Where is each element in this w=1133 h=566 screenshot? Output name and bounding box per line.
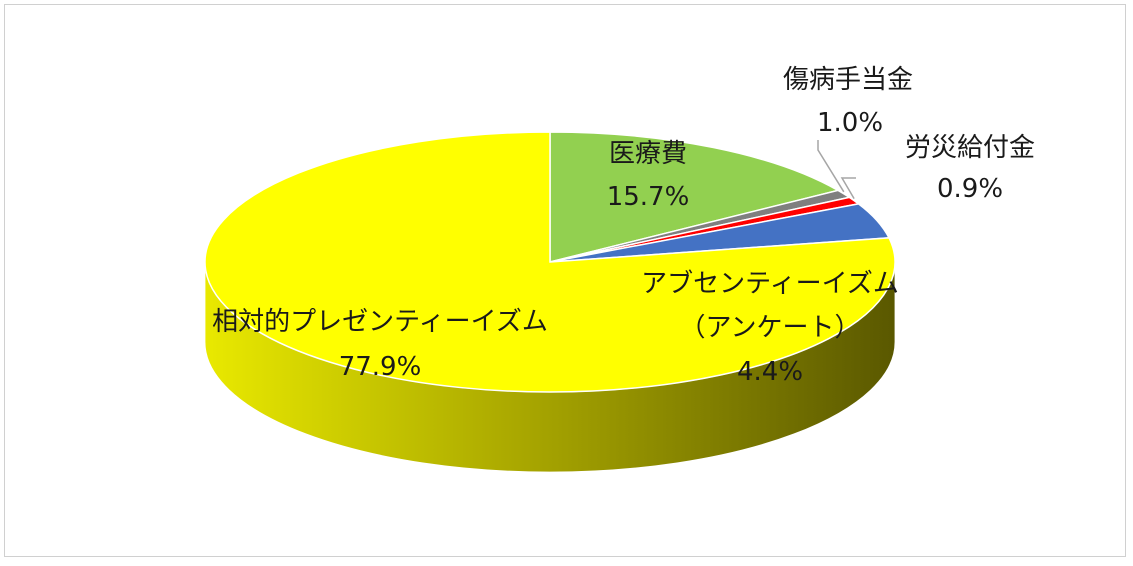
slice-label-presenteeism: 相対的プレゼンティーイズム [212,307,548,337]
slice-label-absenteeism-sub: （アンケート） [680,313,861,343]
slice-label-absenteeism: アブセンティーイズム [641,269,899,299]
pie-slice-0 [549,131,840,263]
pie-slice-4 [204,131,896,393]
leader-line-rosai [840,177,856,199]
slice-pct-presenteeism: 77.9% [339,352,422,382]
slice-pct-shobyo: 1.0% [817,108,883,138]
slice-pct-absenteeism: 4.4% [737,357,803,387]
slice-pct-rosai: 0.9% [937,174,1003,204]
leader-line-shobyo [817,140,845,193]
slice-label-rosai: 労災給付金 [905,133,1035,163]
slice-label-iryohi: 医療費 [609,139,687,169]
slice-pct-iryohi: 15.7% [607,182,690,212]
slice-label-shobyo: 傷病手当金 [783,65,913,95]
